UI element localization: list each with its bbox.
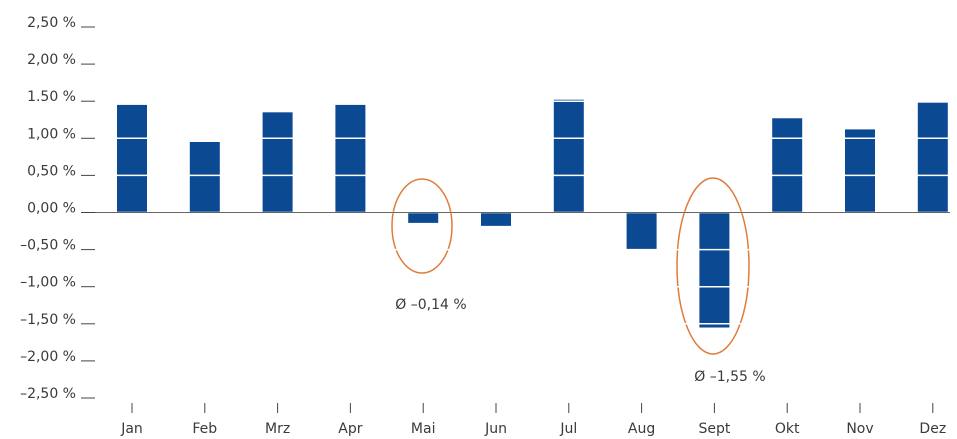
bar: [626, 212, 657, 250]
x-tick-label: Aug: [628, 421, 655, 437]
x-tick-label: Mai: [411, 421, 436, 437]
annotation: Ø –1,55 %: [694, 369, 765, 385]
annotation: Ø –0,14 %: [395, 297, 466, 313]
y-tick-label: –1,50 %: [20, 312, 76, 328]
bar: [699, 212, 730, 328]
x-tick-label: Dez: [919, 421, 946, 437]
x-tick-label: Apr: [338, 421, 362, 437]
y-tick-label: –1,00 %: [20, 275, 76, 291]
bar: [917, 102, 948, 213]
x-tick-label: Mrz: [265, 421, 290, 437]
y-tick-label: 0,00 %: [27, 201, 76, 217]
bar: [335, 104, 366, 213]
y-tick-label: 1.50 %: [27, 89, 76, 105]
x-tick-label: Jul: [559, 421, 577, 437]
x-tick-label: Sept: [698, 421, 730, 437]
x-tick-label: Feb: [192, 421, 217, 437]
y-tick-label: 2,50 %: [27, 15, 76, 31]
y-tick-label: –2,00 %: [20, 349, 76, 365]
x-tick-label: Jan: [120, 421, 143, 437]
x-tick-label: Jun: [484, 421, 507, 437]
x-tick-label: Nov: [846, 421, 873, 437]
highlight-ellipse: [676, 177, 750, 355]
y-tick-label: 0,50 %: [27, 163, 76, 179]
bar: [262, 112, 293, 213]
bar: [845, 129, 875, 213]
y-tick-label: 2,00 %: [27, 52, 76, 68]
y-tick-label: 1,00 %: [27, 126, 76, 142]
y-tick-label: –0,50 %: [20, 238, 76, 254]
bar: [481, 212, 511, 226]
bar: [117, 104, 147, 213]
bar: [553, 99, 584, 213]
bar: [772, 118, 803, 213]
highlight-ellipse: [391, 178, 453, 274]
bar: [408, 212, 439, 223]
y-tick-label: –2,50 %: [20, 386, 76, 402]
bar: [189, 142, 220, 213]
x-tick-label: Okt: [775, 421, 800, 437]
